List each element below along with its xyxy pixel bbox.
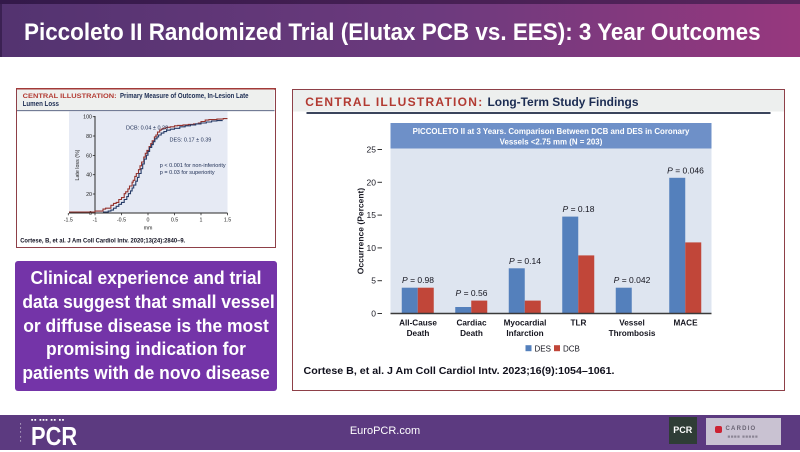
svg-text:-0.5: -0.5 (117, 217, 126, 223)
svg-text:80: 80 (86, 134, 92, 140)
svg-text:100: 100 (83, 114, 92, 120)
svg-text:DCB: DCB (563, 344, 580, 353)
svg-text:Vessels <2.75 mm (N = 203): Vessels <2.75 mm (N = 203) (499, 138, 602, 147)
svg-text:P = 0.98: P = 0.98 (402, 275, 434, 285)
svg-text:Lumen Loss: Lumen Loss (23, 101, 59, 108)
svg-text:Occurrence (Percent): Occurrence (Percent) (355, 188, 365, 275)
svg-text:0: 0 (147, 217, 150, 223)
svg-text:p = 0.03 for superiority: p = 0.03 for superiority (160, 170, 215, 176)
svg-text:P = 0.046: P = 0.046 (667, 165, 704, 175)
svg-text:-1.5: -1.5 (64, 217, 73, 223)
svg-text:TLR: TLR (570, 319, 586, 328)
svg-text:Infarction: Infarction (506, 329, 543, 338)
svg-text:5: 5 (371, 276, 376, 286)
svg-text:0.5: 0.5 (171, 217, 178, 223)
svg-text:Late loss (%): Late loss (%) (75, 149, 81, 180)
svg-text:1: 1 (200, 217, 203, 223)
svg-text:DCB: 0.04 ± 0.28: DCB: 0.04 ± 0.28 (126, 125, 168, 131)
svg-text:40: 40 (86, 172, 92, 178)
svg-text:mm: mm (144, 225, 153, 231)
svg-text:0: 0 (371, 309, 376, 319)
svg-text:Myocardial: Myocardial (503, 319, 546, 328)
svg-text:0: 0 (89, 211, 92, 217)
svg-text:p < 0.001 for non-inferiority: p < 0.001 for non-inferiority (160, 163, 226, 169)
svg-text:Death: Death (406, 329, 429, 338)
svg-text:All-Cause: All-Cause (399, 319, 437, 328)
svg-text:DES: 0.17 ± 0.39: DES: 0.17 ± 0.39 (170, 137, 212, 143)
svg-text:15: 15 (366, 210, 376, 220)
svg-text:10: 10 (366, 243, 376, 253)
svg-text:DES: DES (534, 344, 550, 353)
svg-text:Long-Term Study Findings: Long-Term Study Findings (487, 95, 638, 109)
svg-text:P = 0.042: P = 0.042 (613, 275, 650, 285)
svg-text:PICCOLETO II at 3 Years. Compa: PICCOLETO II at 3 Years. Comparison Betw… (412, 127, 689, 136)
svg-text:20: 20 (366, 177, 376, 187)
svg-text:CENTRAL ILLUSTRATION:: CENTRAL ILLUSTRATION: (23, 93, 117, 100)
svg-text:20: 20 (86, 192, 92, 198)
svg-text:CENTRAL ILLUSTRATION:: CENTRAL ILLUSTRATION: (305, 95, 482, 109)
svg-text:P = 0.18: P = 0.18 (562, 204, 594, 214)
svg-text:-1: -1 (93, 217, 98, 223)
svg-text:1.5: 1.5 (224, 217, 231, 223)
svg-text:Death: Death (460, 329, 483, 338)
svg-text:Cardiac: Cardiac (456, 319, 486, 328)
svg-text:Primary Measure of Outcome, In: Primary Measure of Outcome, In-Lesion La… (120, 93, 249, 100)
svg-text:P = 0.56: P = 0.56 (455, 288, 487, 298)
svg-text:25: 25 (366, 145, 376, 155)
svg-text:60: 60 (86, 153, 92, 159)
svg-text:Cortese B, et al. J Am Coll Ca: Cortese B, et al. J Am Coll Cardiol Intv… (303, 366, 614, 377)
svg-text:Cortese, B, et al. J Am Coll C: Cortese, B, et al. J Am Coll Cardiol Int… (20, 237, 185, 244)
svg-text:Vessel: Vessel (619, 319, 645, 328)
svg-text:MACE: MACE (673, 319, 698, 328)
svg-text:Thrombosis: Thrombosis (608, 329, 655, 338)
svg-text:P = 0.14: P = 0.14 (509, 256, 541, 266)
